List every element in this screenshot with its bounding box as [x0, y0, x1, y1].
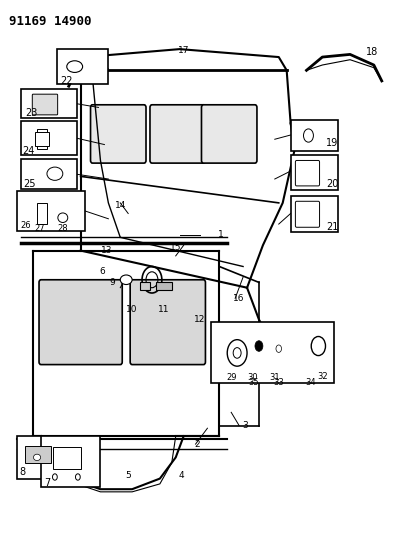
Text: 8: 8 [19, 467, 25, 477]
Text: 10: 10 [126, 305, 138, 314]
Ellipse shape [120, 275, 132, 285]
Bar [25, 446, 51, 463]
Bar [37, 203, 47, 224]
Ellipse shape [58, 213, 68, 222]
Text: 33: 33 [273, 377, 284, 386]
Bar [17, 191, 85, 231]
Text: 22: 22 [61, 76, 73, 86]
Bar [290, 196, 338, 232]
Bar [53, 447, 81, 469]
Bar [21, 89, 77, 118]
FancyBboxPatch shape [39, 280, 122, 365]
Text: 91169 14900: 91169 14900 [9, 14, 92, 28]
Text: 3: 3 [242, 421, 248, 430]
Bar [41, 436, 101, 487]
Text: 24: 24 [22, 146, 35, 156]
Text: 29: 29 [226, 373, 237, 382]
Text: 20: 20 [326, 179, 338, 189]
Text: 28: 28 [57, 224, 68, 233]
Text: 15: 15 [170, 244, 182, 253]
Text: 27: 27 [34, 224, 45, 233]
Text: 5: 5 [125, 471, 131, 480]
Text: 11: 11 [158, 305, 170, 314]
Bar [211, 322, 334, 383]
Text: 2: 2 [195, 440, 200, 449]
Text: 13: 13 [101, 246, 112, 255]
Ellipse shape [47, 167, 63, 180]
Text: 25: 25 [24, 179, 36, 189]
Text: 9: 9 [109, 278, 115, 287]
FancyBboxPatch shape [295, 160, 320, 186]
FancyBboxPatch shape [295, 201, 320, 227]
Text: 17: 17 [178, 46, 190, 55]
Ellipse shape [75, 474, 80, 480]
FancyBboxPatch shape [91, 105, 146, 163]
Bar [156, 282, 172, 290]
Text: 18: 18 [366, 47, 378, 56]
FancyBboxPatch shape [150, 105, 205, 163]
Bar [17, 436, 69, 479]
Text: 21: 21 [326, 222, 338, 232]
Text: 7: 7 [44, 478, 50, 488]
Bar [35, 132, 49, 146]
FancyBboxPatch shape [201, 105, 257, 163]
Text: 34: 34 [305, 377, 316, 386]
Ellipse shape [304, 129, 313, 142]
Bar [21, 120, 77, 155]
Bar [290, 155, 338, 190]
Circle shape [255, 341, 263, 351]
Bar [57, 49, 109, 84]
Text: 4: 4 [179, 471, 184, 480]
Text: 35: 35 [249, 377, 259, 386]
Text: 31: 31 [269, 373, 280, 382]
Text: 26: 26 [21, 221, 31, 230]
Ellipse shape [67, 61, 83, 72]
Ellipse shape [53, 474, 57, 480]
Bar [21, 159, 77, 189]
Text: 19: 19 [326, 139, 338, 149]
Text: 16: 16 [233, 294, 245, 303]
FancyBboxPatch shape [130, 280, 205, 365]
Text: 14: 14 [115, 201, 126, 210]
Text: 6: 6 [100, 268, 105, 276]
Ellipse shape [34, 454, 41, 461]
Text: 12: 12 [194, 315, 205, 324]
Text: 1: 1 [218, 230, 224, 239]
Bar [290, 120, 338, 151]
Text: 30: 30 [248, 373, 258, 382]
Text: 23: 23 [25, 108, 37, 118]
Text: 32: 32 [317, 372, 328, 381]
Bar [140, 282, 150, 290]
Bar [37, 128, 47, 149]
FancyBboxPatch shape [32, 94, 57, 115]
